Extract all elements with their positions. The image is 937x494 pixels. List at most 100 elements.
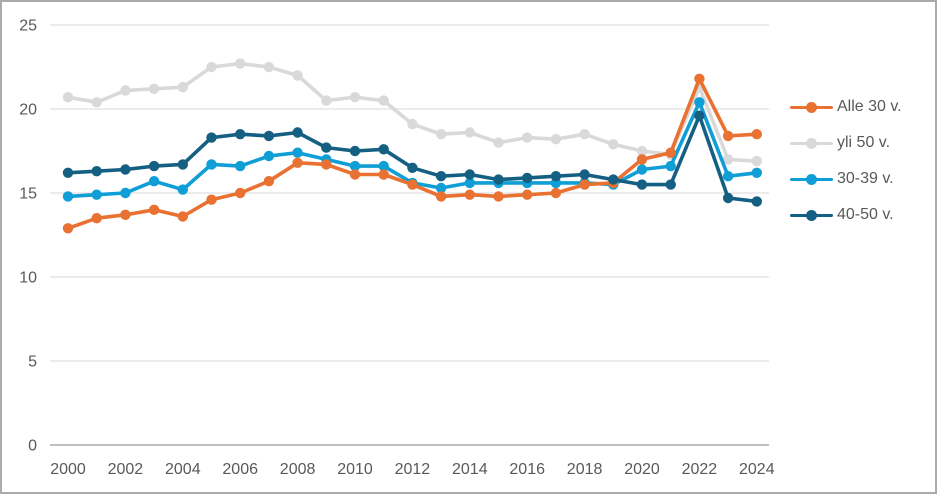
- data-point-30-39-v: [435, 182, 447, 194]
- data-point-yli-50-v: [522, 132, 533, 143]
- data-point-alle-30-v: [206, 194, 217, 205]
- data-point-30-39-v: [751, 167, 762, 178]
- data-point-yli-50-v: [407, 118, 418, 130]
- data-point-40-50-v: [263, 130, 275, 142]
- data-point-40-50-v: [62, 167, 74, 178]
- data-point-40-50-v: [321, 142, 332, 153]
- data-point-40-50-v: [349, 145, 361, 157]
- series-line-yli-50-v: [66, 61, 759, 163]
- data-point-30-39-v: [263, 150, 275, 162]
- data-point-30-39-v: [349, 160, 361, 172]
- data-point-alle-30-v: [665, 147, 676, 158]
- legend-line-marker-icon: [790, 101, 833, 113]
- data-point-alle-30-v: [751, 129, 762, 140]
- y-axis-tick-label: 20: [19, 102, 37, 119]
- data-point-yli-50-v: [751, 155, 762, 167]
- data-point-alle-30-v: [177, 211, 188, 222]
- x-axis-tick-label: 2012: [395, 461, 431, 478]
- data-point-yli-50-v: [550, 134, 562, 145]
- data-point-yli-50-v: [148, 83, 160, 95]
- data-point-alle-30-v: [120, 209, 131, 220]
- data-point-alle-30-v: [235, 187, 246, 199]
- data-point-alle-30-v: [91, 213, 102, 224]
- data-point-40-50-v: [464, 169, 475, 180]
- data-point-30-39-v: [120, 187, 131, 199]
- data-point-yli-50-v: [464, 127, 475, 138]
- data-point-30-39-v: [206, 159, 217, 170]
- data-point-40-50-v: [292, 127, 303, 138]
- x-axis-tick-label: 2002: [108, 461, 144, 478]
- data-point-40-50-v: [751, 196, 762, 207]
- data-point-40-50-v: [91, 166, 102, 177]
- legend-item-40-50-v: 40-50 v.: [790, 197, 902, 233]
- data-point-30-39-v: [292, 147, 303, 158]
- legend-line-marker-icon: [790, 173, 833, 185]
- data-point-40-50-v: [435, 171, 447, 182]
- data-point-40-50-v: [206, 132, 217, 143]
- data-point-alle-30-v: [435, 191, 447, 202]
- data-point-alle-30-v: [550, 187, 562, 199]
- x-axis-tick-label: 2010: [337, 461, 373, 478]
- data-point-alle-30-v: [378, 169, 389, 180]
- x-axis-tick-label: 2022: [682, 461, 718, 478]
- data-point-alle-30-v: [522, 189, 533, 200]
- x-axis-tick-label: 2008: [280, 461, 316, 478]
- data-point-40-50-v: [579, 169, 590, 180]
- data-point-yli-50-v: [435, 129, 447, 140]
- data-point-30-39-v: [62, 191, 74, 202]
- data-point-alle-30-v: [148, 204, 160, 215]
- data-point-40-50-v: [608, 174, 619, 185]
- data-point-yli-50-v: [579, 129, 590, 140]
- data-point-30-39-v: [722, 171, 734, 182]
- legend: Alle 30 v. yli 50 v. 30-39 v. 40-50 v.: [790, 89, 902, 233]
- data-point-alle-30-v: [579, 179, 590, 190]
- data-point-40-50-v: [722, 192, 734, 204]
- y-axis-tick-label: 25: [19, 18, 37, 35]
- x-axis-tick-label: 2016: [509, 461, 545, 478]
- data-point-40-50-v: [407, 162, 418, 173]
- data-point-yli-50-v: [91, 97, 102, 108]
- data-point-yli-50-v: [493, 137, 504, 148]
- data-point-30-39-v: [177, 184, 188, 195]
- data-point-40-50-v: [120, 164, 131, 175]
- data-point-30-39-v: [665, 160, 676, 172]
- legend-item-alle-30-v: Alle 30 v.: [790, 89, 902, 125]
- data-point-yli-50-v: [321, 95, 332, 106]
- data-point-alle-30-v: [722, 130, 734, 142]
- y-axis-tick-label: 15: [19, 186, 37, 203]
- legend-item-label: 40-50 v.: [837, 206, 894, 223]
- data-point-alle-30-v: [407, 179, 418, 190]
- data-point-yli-50-v: [177, 82, 188, 93]
- x-axis-tick-label: 2018: [567, 461, 603, 478]
- x-axis-tick-label: 2014: [452, 461, 488, 478]
- x-axis-tick-label: 2024: [739, 461, 775, 478]
- data-point-40-50-v: [378, 144, 389, 155]
- data-point-alle-30-v: [263, 176, 275, 187]
- data-point-40-50-v: [694, 110, 705, 121]
- data-point-yli-50-v: [636, 145, 648, 157]
- data-point-30-39-v: [464, 177, 475, 189]
- data-point-40-50-v: [636, 179, 648, 190]
- data-point-yli-50-v: [349, 92, 361, 103]
- data-point-yli-50-v: [378, 95, 389, 106]
- data-point-40-50-v: [235, 129, 246, 140]
- data-point-alle-30-v: [321, 159, 332, 170]
- legend-item-label: yli 50 v.: [837, 134, 891, 151]
- legend-item-30-39-v: 30-39 v.: [790, 161, 902, 197]
- x-axis-tick-label: 2004: [165, 461, 201, 478]
- legend-item-label: Alle 30 v.: [837, 98, 902, 115]
- y-axis-tick-label: 5: [28, 354, 37, 371]
- data-point-alle-30-v: [292, 157, 303, 168]
- legend-item-yli-50-v: yli 50 v.: [790, 125, 902, 161]
- data-point-yli-50-v: [235, 58, 246, 69]
- data-point-yli-50-v: [206, 61, 217, 73]
- data-point-30-39-v: [148, 176, 160, 187]
- x-axis-tick-label: 2006: [222, 461, 258, 478]
- x-axis-tick-label: 2020: [624, 461, 660, 478]
- data-point-30-39-v: [91, 189, 102, 200]
- data-point-40-50-v: [522, 172, 533, 184]
- data-point-40-50-v: [177, 159, 188, 170]
- x-axis-tick-label: 2000: [50, 461, 86, 478]
